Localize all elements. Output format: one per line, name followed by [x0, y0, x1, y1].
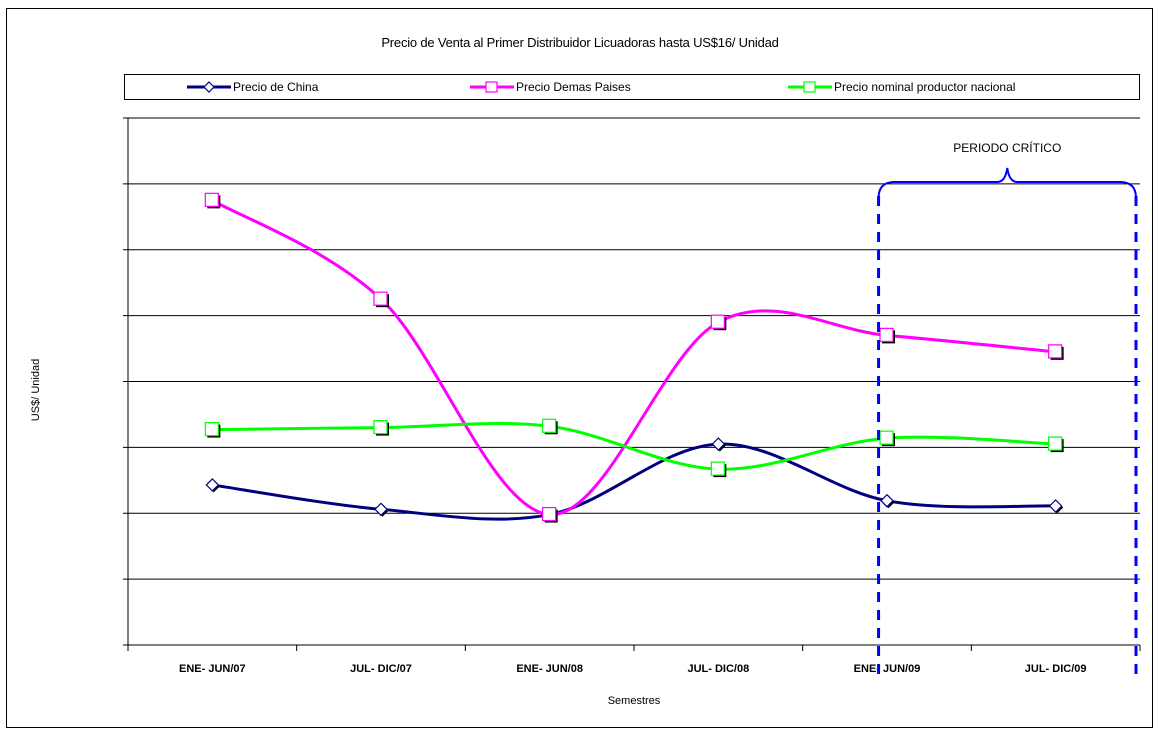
- chart-frame: [6, 8, 1153, 728]
- legend: Precio de China Precio Demas Paises Prec…: [124, 74, 1140, 100]
- legend-item-nacional: Precio nominal productor nacional: [788, 75, 1015, 99]
- data-point-demas: [373, 291, 388, 306]
- data-point-nacional: [879, 430, 894, 445]
- data-point-nacional: [1048, 436, 1063, 451]
- data-point-nacional: [542, 418, 557, 433]
- legend-swatch-nacional: [788, 81, 832, 93]
- data-point-china: [880, 493, 894, 508]
- data-point-china: [374, 502, 388, 517]
- data-point-china: [1048, 499, 1063, 513]
- data-point-demas: [879, 327, 894, 342]
- chart-title: Precio de Venta al Primer Distribuidor L…: [381, 35, 779, 50]
- data-point-demas: [542, 506, 557, 522]
- data-point-nacional: [710, 461, 725, 476]
- data-point-nacional: [373, 420, 388, 435]
- legend-swatch-demas: [470, 81, 514, 93]
- series-line-china: [212, 442, 1056, 521]
- legend-label-china: Precio de China: [233, 80, 319, 94]
- legend-label-demas: Precio Demas Paises: [516, 80, 631, 94]
- critical-period-label: PERIODO CRÍTICO: [953, 140, 1061, 155]
- legend-item-demas: Precio Demas Paises: [470, 75, 631, 99]
- x-tick-label: ENE- JUN/08: [516, 663, 583, 675]
- x-tick-label: ENE- JUN/09: [854, 663, 921, 675]
- data-point-demas: [1048, 344, 1063, 359]
- x-tick-label: JUL- DIC/07: [350, 663, 412, 675]
- series-line-nacional: [212, 421, 1056, 471]
- x-axis-title: Semestres: [607, 695, 661, 707]
- data-point-china: [711, 437, 726, 451]
- data-point-demas: [204, 192, 219, 207]
- data-point-china: [205, 478, 220, 492]
- legend-label-nacional: Precio nominal productor nacional: [834, 80, 1016, 94]
- x-tick-label: JUL- DIC/09: [1025, 663, 1087, 675]
- legend-item-china: Precio de China: [187, 75, 318, 99]
- data-point-nacional: [204, 421, 219, 437]
- x-tick-label: JUL- DIC/08: [687, 663, 749, 675]
- critical-period-brace: [877, 167, 1137, 199]
- legend-swatch-china: [187, 81, 231, 93]
- data-point-demas: [710, 314, 725, 329]
- series-line-demas: [211, 199, 1056, 517]
- x-tick-label: ENE- JUN/07: [179, 663, 246, 675]
